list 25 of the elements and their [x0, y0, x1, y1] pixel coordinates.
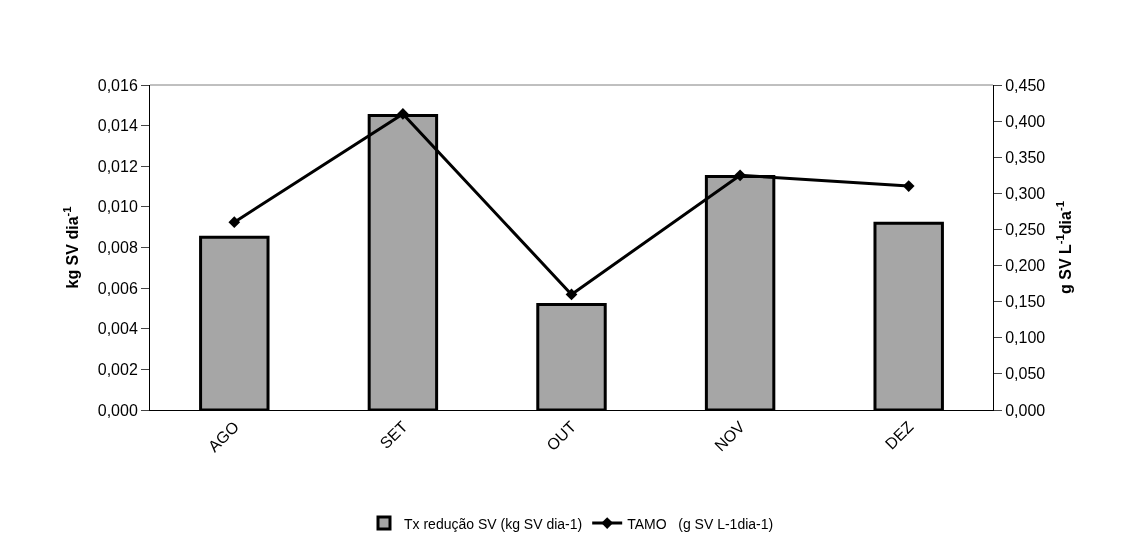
y2-tick-label: 0,050 — [1005, 365, 1046, 383]
y-tick-label: 0,010 — [97, 198, 138, 216]
y2-tick-label: 0,300 — [1005, 184, 1046, 202]
y2-tick-label: 0,200 — [1005, 257, 1046, 275]
y2-tick-label: 0,450 — [1005, 76, 1046, 94]
y2-tick-label: 0,400 — [1005, 112, 1046, 130]
point — [397, 108, 409, 120]
y-tick-label: 0,016 — [97, 76, 138, 94]
point — [565, 288, 578, 301]
y-tick-label: 0,012 — [97, 157, 138, 175]
legend-label: Tx redução SV (kg SV dia-1) — [404, 515, 583, 532]
y2-tick-label: 0,150 — [1005, 293, 1046, 311]
point — [228, 216, 241, 229]
y-tick-label: 0,004 — [97, 320, 138, 338]
point — [734, 169, 746, 182]
y2-tick-label: 0,100 — [1005, 329, 1046, 347]
y-tick-label: 0,000 — [97, 401, 138, 419]
y2-tick-label: 0,350 — [1005, 148, 1046, 166]
y-tick-label: 0,014 — [97, 117, 138, 135]
y-tick-label: 0,008 — [97, 239, 138, 257]
y-tick-label: 0,002 — [97, 360, 138, 378]
y2-tick-label: 0,000 — [1005, 401, 1046, 419]
legend-label: TAMO (g SV L-1dia-1) — [627, 515, 774, 532]
y-tick-label: 0,006 — [97, 279, 138, 297]
y2-tick-label: 0,250 — [1005, 221, 1046, 239]
